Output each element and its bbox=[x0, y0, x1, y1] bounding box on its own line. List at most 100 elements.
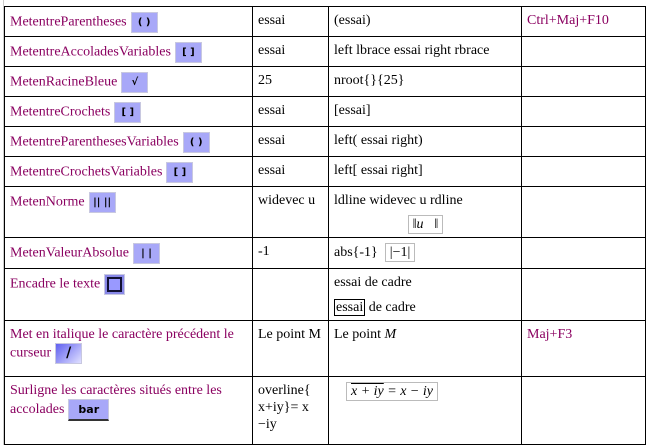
rendered-formula: |−1| bbox=[384, 243, 416, 262]
input-cell: widevec u bbox=[252, 186, 329, 238]
table-row: MetentreAccoladesVariables[ ] essai left l… bbox=[4, 36, 646, 67]
shortcut-cell bbox=[521, 36, 646, 67]
command-cell: Surligne les caractères situés entre les… bbox=[4, 376, 253, 445]
command-name: Met en italique le caractère précédent l… bbox=[10, 327, 234, 361]
syntax-text: ldline widevec u rdline bbox=[334, 193, 463, 208]
command-name: MetentreCrochetsVariables bbox=[10, 164, 163, 180]
bar-icon[interactable]: bar bbox=[68, 399, 110, 421]
overlined-part: x + iy bbox=[351, 384, 384, 399]
input-text: widevec u bbox=[258, 193, 316, 208]
command-cell: MetentreAccoladesVariables[ ] bbox=[4, 36, 253, 67]
syntax-cell: nroot{}{25} bbox=[328, 66, 522, 97]
frame-icon[interactable] bbox=[104, 274, 126, 295]
command-name: MetenValeurAbsolue bbox=[10, 245, 129, 261]
table-row: Met en italique le caractère précédent l… bbox=[4, 320, 646, 377]
command-name: MetenRacineBleue bbox=[10, 74, 118, 90]
syntax-text: nroot{}{25} bbox=[334, 73, 405, 88]
command-cell: MetenRacineBleue √ bbox=[4, 66, 253, 97]
command-cell: MetenValeurAbsolue | | bbox=[4, 237, 253, 269]
shortcut-cell: Ctrl+Maj+F10 bbox=[521, 6, 646, 37]
command-cell: Met en italique le caractère précédent l… bbox=[4, 320, 253, 377]
command-name: MetentreParenthesesVariables bbox=[10, 134, 179, 150]
variable-brackets-icon[interactable]: [ ] bbox=[166, 162, 194, 183]
input-text: -1 bbox=[258, 244, 270, 259]
input-text: essai bbox=[258, 13, 286, 28]
shortcut-cell bbox=[521, 186, 646, 238]
table-row: MetenValeurAbsolue | | -1 abs{-1} |−1| bbox=[4, 237, 646, 269]
syntax-text: [essai] bbox=[334, 103, 371, 118]
braces-icon[interactable]: [ ] bbox=[174, 42, 202, 63]
input-text: essai bbox=[258, 103, 286, 118]
root-icon[interactable]: √ bbox=[121, 72, 149, 93]
syntax-text: essai de cadre bbox=[334, 275, 412, 290]
italic-icon[interactable]: / bbox=[55, 343, 83, 364]
syntax-cell: left[ essai right] bbox=[328, 156, 522, 187]
input-text: 25 bbox=[258, 73, 272, 88]
syntax-text: left( essai right) bbox=[334, 133, 423, 148]
syntax-cell: left lbrace essai right rbrace bbox=[328, 36, 522, 67]
input-text: overline{ x+iy}= x −iy bbox=[258, 383, 311, 432]
brackets-icon[interactable]: [ ] bbox=[114, 102, 142, 123]
input-cell: Le point M bbox=[252, 320, 329, 377]
syntax-cell: x + iy = x − iy bbox=[328, 376, 522, 445]
syntax-cell: left( essai right) bbox=[328, 126, 522, 157]
command-cell: MetentreParenthesesVariables( ) bbox=[4, 126, 253, 157]
command-name: MetentreParentheses bbox=[10, 14, 127, 30]
shortcut-cell bbox=[521, 268, 646, 321]
input-text: essai bbox=[258, 43, 286, 58]
italic-letter: M bbox=[384, 327, 397, 342]
command-name: Encadre le texte bbox=[10, 276, 101, 292]
rendered-formula: ‖u⃗‖ bbox=[407, 215, 444, 234]
left-margin-line bbox=[3, 0, 4, 445]
table-row: MetentreParentheses( ) essai (essai) Ctrl+M… bbox=[4, 6, 646, 37]
input-cell: essai bbox=[252, 6, 329, 37]
table-row: MetenRacineBleue √ 25 nroot{}{25} bbox=[4, 66, 646, 97]
absolute-value-icon[interactable]: | | bbox=[132, 243, 160, 264]
syntax-text: left lbrace essai right rbrace bbox=[334, 43, 490, 58]
syntax-cell: essai de cadre essai de cadre bbox=[328, 268, 522, 321]
variable-parentheses-icon[interactable]: ( ) bbox=[182, 132, 210, 153]
command-name: MetenNorme bbox=[10, 194, 85, 210]
input-cell: essai bbox=[252, 156, 329, 187]
shortcut-cell bbox=[521, 376, 646, 445]
table-row: Surligne les caractères situés entre les… bbox=[4, 376, 646, 445]
shortcut-text: Maj+F3 bbox=[527, 327, 573, 342]
input-cell bbox=[252, 268, 329, 321]
shortcut-cell bbox=[521, 96, 646, 127]
formula-rest: = x − iy bbox=[383, 384, 433, 399]
framed-rest: de cadre bbox=[365, 300, 416, 315]
syntax-cell: Le point M bbox=[328, 320, 522, 377]
input-text: essai bbox=[258, 133, 286, 148]
syntax-cell: (essai) bbox=[328, 6, 522, 37]
shortcut-cell bbox=[521, 156, 646, 187]
parentheses-icon[interactable]: ( ) bbox=[130, 12, 158, 33]
command-cell: MetenNorme || || bbox=[4, 186, 253, 238]
input-cell: -1 bbox=[252, 237, 329, 269]
syntax-text: left[ essai right] bbox=[334, 163, 423, 178]
shortcut-cell bbox=[521, 237, 646, 269]
framed-word: essai bbox=[334, 299, 366, 316]
command-cell: MetentreCrochets[ ] bbox=[4, 96, 253, 127]
syntax-text: (essai) bbox=[334, 13, 371, 28]
input-cell: essai bbox=[252, 96, 329, 127]
input-cell: essai bbox=[252, 36, 329, 67]
shortcut-text: Ctrl+Maj+F10 bbox=[527, 13, 609, 28]
syntax-cell: abs{-1} |−1| bbox=[328, 237, 522, 269]
shortcut-cell bbox=[521, 126, 646, 157]
norm-icon[interactable]: || || bbox=[88, 192, 116, 213]
syntax-text: Le point bbox=[334, 327, 385, 342]
command-cell: Encadre le texte bbox=[4, 268, 253, 321]
shortcut-cell: Maj+F3 bbox=[521, 320, 646, 377]
input-cell: overline{ x+iy}= x −iy bbox=[252, 376, 329, 445]
commands-table: MetentreParentheses( ) essai (essai) Ctrl+M… bbox=[4, 6, 646, 445]
command-cell: MetentreCrochetsVariables[ ] bbox=[4, 156, 253, 187]
input-text: essai bbox=[258, 163, 286, 178]
command-name: MetentreCrochets bbox=[10, 104, 111, 120]
syntax-cell: ldline widevec u rdline ‖u⃗‖ bbox=[328, 186, 522, 238]
input-cell: 25 bbox=[252, 66, 329, 97]
syntax-text: abs{-1} bbox=[334, 245, 378, 260]
syntax-cell: [essai] bbox=[328, 96, 522, 127]
command-name: MetentreAccoladesVariables bbox=[10, 44, 171, 60]
rendered-formula: x + iy = x − iy bbox=[346, 382, 438, 401]
table-row: MetentreCrochets[ ] essai [essai] bbox=[4, 96, 646, 127]
